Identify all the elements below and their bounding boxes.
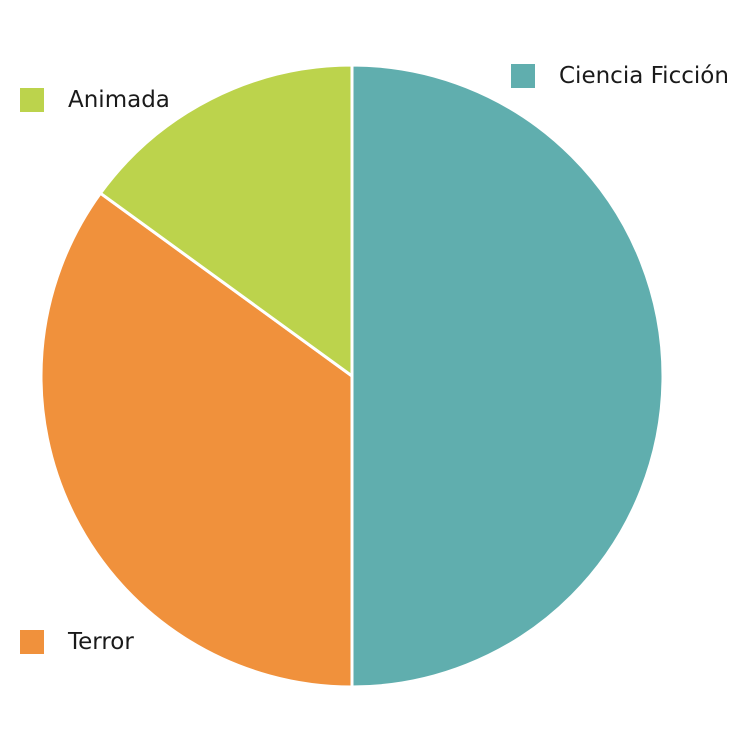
- pie-slice-terror: [39, 191, 354, 689]
- legend-label-terror: Terror: [68, 629, 134, 655]
- legend-label-animada: Animada: [68, 87, 170, 113]
- legend-swatch-terror: [20, 630, 44, 654]
- legend-swatch-animada: [20, 88, 44, 112]
- legend-item-terror: Terror: [20, 629, 134, 655]
- legend-swatch-ciencia-ficcion: [511, 64, 535, 88]
- pie-slice-ciencia-ficcion: [350, 63, 665, 689]
- legend-label-ciencia-ficcion: Ciencia Ficción: [559, 63, 729, 89]
- legend-item-animada: Animada: [20, 87, 170, 113]
- pie-slice-animada: [98, 63, 354, 378]
- legend-item-ciencia-ficcion: Ciencia Ficción: [511, 63, 729, 89]
- pie-slices: [39, 63, 665, 689]
